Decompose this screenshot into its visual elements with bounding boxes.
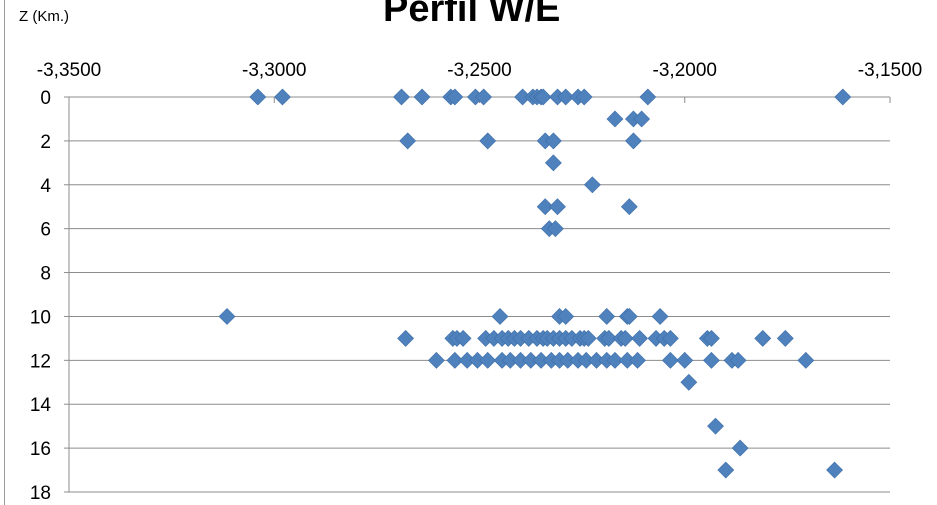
data-point [599, 308, 615, 324]
data-point [625, 133, 641, 149]
data-point [398, 330, 414, 346]
y-tick-label: 12 [30, 351, 51, 372]
x-tick-label: -3,3000 [242, 60, 306, 81]
data-point [640, 89, 656, 105]
data-point [798, 352, 814, 368]
y-tick-label: 18 [30, 483, 51, 504]
data-point [835, 89, 851, 105]
data-point [662, 352, 678, 368]
data-point [777, 330, 793, 346]
data-point [632, 330, 648, 346]
data-point [584, 177, 600, 193]
y-tick-label: 2 [40, 132, 51, 153]
x-tick-label: -3,1500 [858, 60, 922, 81]
data-point [621, 199, 637, 215]
data-point [480, 352, 496, 368]
data-point [621, 308, 637, 324]
y-tick-label: 4 [40, 176, 51, 197]
data-point [630, 352, 646, 368]
data-point [755, 330, 771, 346]
data-point [681, 374, 697, 390]
data-point [394, 89, 410, 105]
data-point [219, 308, 235, 324]
x-tick-label: -3,2000 [653, 60, 717, 81]
data-point [428, 352, 444, 368]
data-point [549, 199, 565, 215]
data-point [718, 462, 734, 478]
data-point [732, 440, 748, 456]
data-point [400, 133, 416, 149]
data-point [708, 418, 724, 434]
y-tick-label: 16 [30, 439, 51, 460]
y-tick-label: 6 [40, 220, 51, 241]
data-point [703, 352, 719, 368]
data-point [827, 462, 843, 478]
data-point [414, 89, 430, 105]
y-tick-label: 14 [30, 395, 52, 416]
data-point [480, 133, 496, 149]
scatter-plot: -3,3500 -3,3000 -3,2500 -3,2000 -3,1500 0 2 4 6 8… [5, 0, 937, 505]
data-point [545, 155, 561, 171]
data-point [652, 308, 668, 324]
x-tick-label: -3,3500 [37, 60, 101, 81]
data-point [250, 89, 266, 105]
y-tick-label: 0 [40, 88, 51, 109]
data-point [677, 352, 693, 368]
chart-area: Z (Km.) Perfil W/E -3,3500 -3,3000 -3,2500… [4, 0, 937, 505]
data-point [607, 111, 623, 127]
y-tick-label: 8 [40, 264, 51, 285]
data-point [492, 308, 508, 324]
x-tick-label: -3,2500 [447, 60, 511, 81]
data-point [274, 89, 290, 105]
y-tick-label: 10 [30, 307, 51, 328]
